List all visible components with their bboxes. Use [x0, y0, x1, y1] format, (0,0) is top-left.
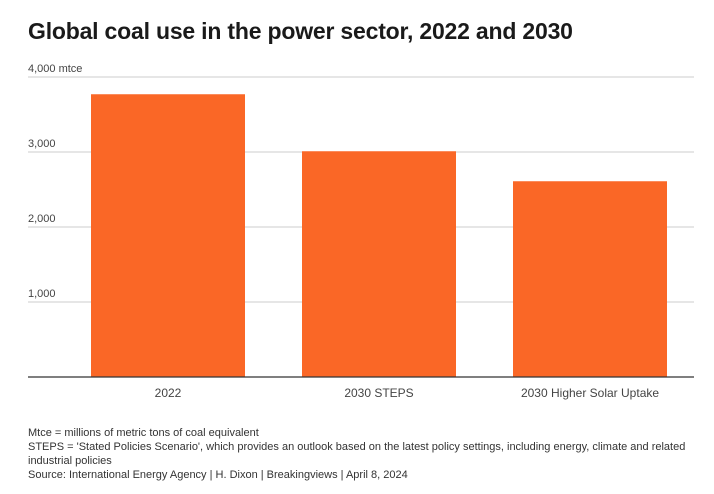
chart-title: Global coal use in the power sector, 202…: [28, 18, 573, 44]
y-axis-labels: 1,000 2,000 3,000 4,000 mtce: [28, 63, 82, 300]
y-tick-label-3: 4,000 mtce: [28, 63, 82, 75]
note-source: Source: International Energy Agency | H.…: [28, 469, 408, 481]
x-tick-label-2: 2030 Higher Solar Uptake: [521, 386, 659, 400]
y-tick-label-0: 1,000: [28, 288, 56, 300]
bar-chart: 1,000 2,000 3,000 4,000 mtce 2022 2030 STEPS…: [28, 63, 694, 400]
y-tick-label-2: 3,000: [28, 138, 56, 150]
x-tick-label-1: 2030 STEPS: [344, 386, 413, 400]
x-tick-label-0: 2022: [155, 386, 182, 400]
bars: [91, 94, 667, 377]
chart-notes: Mtce = millions of metric tons of coal e…: [28, 426, 700, 482]
x-axis-labels: 2022 2030 STEPS 2030 Higher Solar Uptake: [155, 386, 660, 400]
note-mtce: Mtce = millions of metric tons of coal e…: [28, 427, 259, 439]
bar-1: [302, 151, 456, 377]
bar-2: [513, 181, 667, 377]
y-tick-label-1: 2,000: [28, 213, 56, 225]
note-steps: STEPS = 'Stated Policies Scenario', whic…: [28, 441, 686, 467]
bar-0: [91, 94, 245, 377]
